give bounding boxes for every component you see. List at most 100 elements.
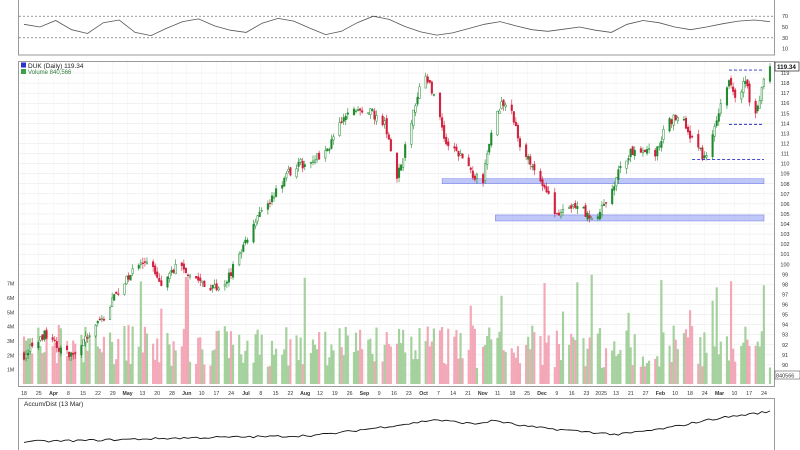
candle-body xyxy=(439,92,442,118)
price-tick-label: 95 xyxy=(782,313,788,319)
volume-bar xyxy=(160,308,163,384)
volume-axis-ticks: 7M 6M 5M 4M 3M 2M 1M xyxy=(7,282,14,374)
volume-bar xyxy=(762,285,765,384)
candle-body xyxy=(51,337,54,340)
volume-bar xyxy=(238,334,241,384)
candle-body xyxy=(488,143,491,153)
candle-body xyxy=(74,352,77,354)
volume-bar xyxy=(86,350,89,384)
volume-bar xyxy=(760,331,763,384)
volume-bar xyxy=(94,325,97,384)
candle-body xyxy=(29,344,32,352)
volume-bar xyxy=(713,346,716,384)
volume-bar xyxy=(645,363,649,384)
volume-tick-label: 4M xyxy=(7,325,14,331)
volume-bar xyxy=(72,340,75,384)
date-tick-label: 16 xyxy=(391,391,397,397)
volume-bar xyxy=(455,329,458,384)
volume-bar xyxy=(467,349,470,384)
volume-bar xyxy=(203,364,206,384)
candle-body xyxy=(430,81,433,94)
price-tick-label: 91 xyxy=(782,353,788,359)
candle-body xyxy=(598,211,601,220)
volume-bar xyxy=(740,345,743,384)
volume-tick-label: 7M xyxy=(7,282,14,288)
volume-bar xyxy=(631,365,634,384)
candle-body xyxy=(529,156,532,165)
candle-body xyxy=(412,109,415,126)
volume-bar xyxy=(748,345,751,384)
volume-bar xyxy=(416,359,419,384)
candle-body xyxy=(303,164,306,167)
price-tick-label: 97 xyxy=(782,292,788,298)
candle-body xyxy=(510,104,513,111)
volume-bar xyxy=(715,287,718,384)
candle-body xyxy=(238,253,241,266)
volume-bar xyxy=(373,361,376,384)
volume-bar xyxy=(510,348,513,384)
volume-bar xyxy=(611,350,614,384)
candle-body xyxy=(328,149,331,151)
date-tick-label: Nov xyxy=(478,391,488,397)
candle-body xyxy=(684,118,688,129)
price-tick-label: 98 xyxy=(782,282,788,288)
volume-bar xyxy=(266,366,269,384)
candle-body xyxy=(400,164,403,171)
candle-body xyxy=(244,239,247,244)
candle-body xyxy=(445,136,448,145)
volume-bar xyxy=(145,333,149,384)
candle-body xyxy=(227,272,230,283)
date-tick-label: 8 xyxy=(67,391,70,397)
support-band xyxy=(441,178,765,184)
candle-body xyxy=(484,163,487,182)
price-tick-label: 90 xyxy=(782,363,788,369)
candle-body xyxy=(156,271,159,278)
candle-body xyxy=(533,164,536,171)
candle-body xyxy=(383,120,386,125)
candle-body xyxy=(340,121,343,124)
candle-body xyxy=(641,150,644,154)
volume-bar xyxy=(371,353,374,384)
volume-bar xyxy=(180,346,183,384)
volume-bar xyxy=(518,363,522,384)
candle-body xyxy=(482,174,485,184)
volume-bar xyxy=(430,341,433,384)
volume-bar xyxy=(24,340,28,384)
volume-bar xyxy=(340,347,343,384)
date-tick-label: Dec xyxy=(537,391,547,397)
volume-bar xyxy=(553,367,556,384)
candle-body xyxy=(289,167,292,176)
candle-body xyxy=(615,177,618,187)
volume-bar xyxy=(545,342,548,384)
date-tick-label: 29 xyxy=(110,391,116,397)
candle-body xyxy=(725,87,728,106)
candle-body xyxy=(561,209,565,213)
volume-bar xyxy=(256,329,259,384)
candle-body xyxy=(633,149,636,157)
date-tick-label: 26 xyxy=(347,391,353,397)
candle-body xyxy=(428,79,431,83)
volume-bar xyxy=(697,363,700,384)
candle-body xyxy=(22,352,26,360)
candle-body xyxy=(137,265,140,269)
candle-body xyxy=(629,148,632,158)
price-tick-label: 101 xyxy=(780,252,789,258)
date-tick-label: Aug xyxy=(300,391,310,397)
volume-bar xyxy=(43,352,46,384)
date-tick-label: 11 xyxy=(495,391,500,397)
candle-body xyxy=(158,278,161,282)
candle-body xyxy=(727,80,731,87)
volume-bar xyxy=(182,328,185,384)
candle-body xyxy=(287,168,290,172)
candle-body xyxy=(527,156,530,160)
candle-body xyxy=(760,87,763,101)
candle-body xyxy=(102,318,105,321)
candle-body xyxy=(115,291,118,294)
volume-bar xyxy=(242,362,245,384)
candle-body xyxy=(55,341,58,348)
volume-bar xyxy=(342,355,345,384)
candle-body xyxy=(98,318,101,321)
volume-bar xyxy=(654,358,657,384)
volume-bar xyxy=(131,326,134,384)
volume-bars xyxy=(22,274,772,384)
